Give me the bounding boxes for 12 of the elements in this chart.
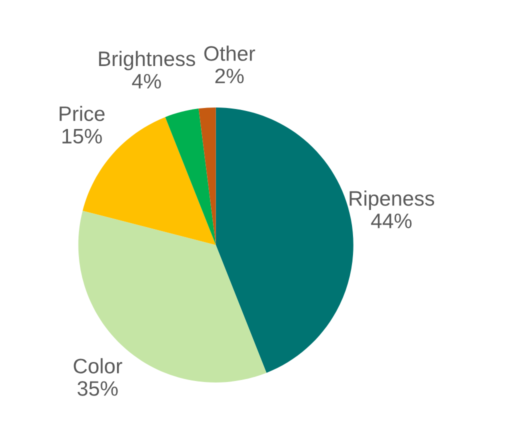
data-label: 2% — [215, 68, 244, 84]
slice-label: Brightness — [99, 50, 196, 70]
pie-slice — [165, 108, 216, 245]
slice-label: Ripeness — [350, 190, 434, 210]
data-label: 35% — [78, 381, 118, 396]
pie-slice — [198, 107, 216, 245]
data-label: 4% — [132, 74, 161, 89]
data-label: 15% — [62, 128, 102, 144]
slice-label: Price — [60, 106, 105, 122]
slice-label: Other — [204, 46, 256, 61]
slice-label: Color — [74, 358, 122, 374]
data-label: 44% — [371, 214, 412, 228]
